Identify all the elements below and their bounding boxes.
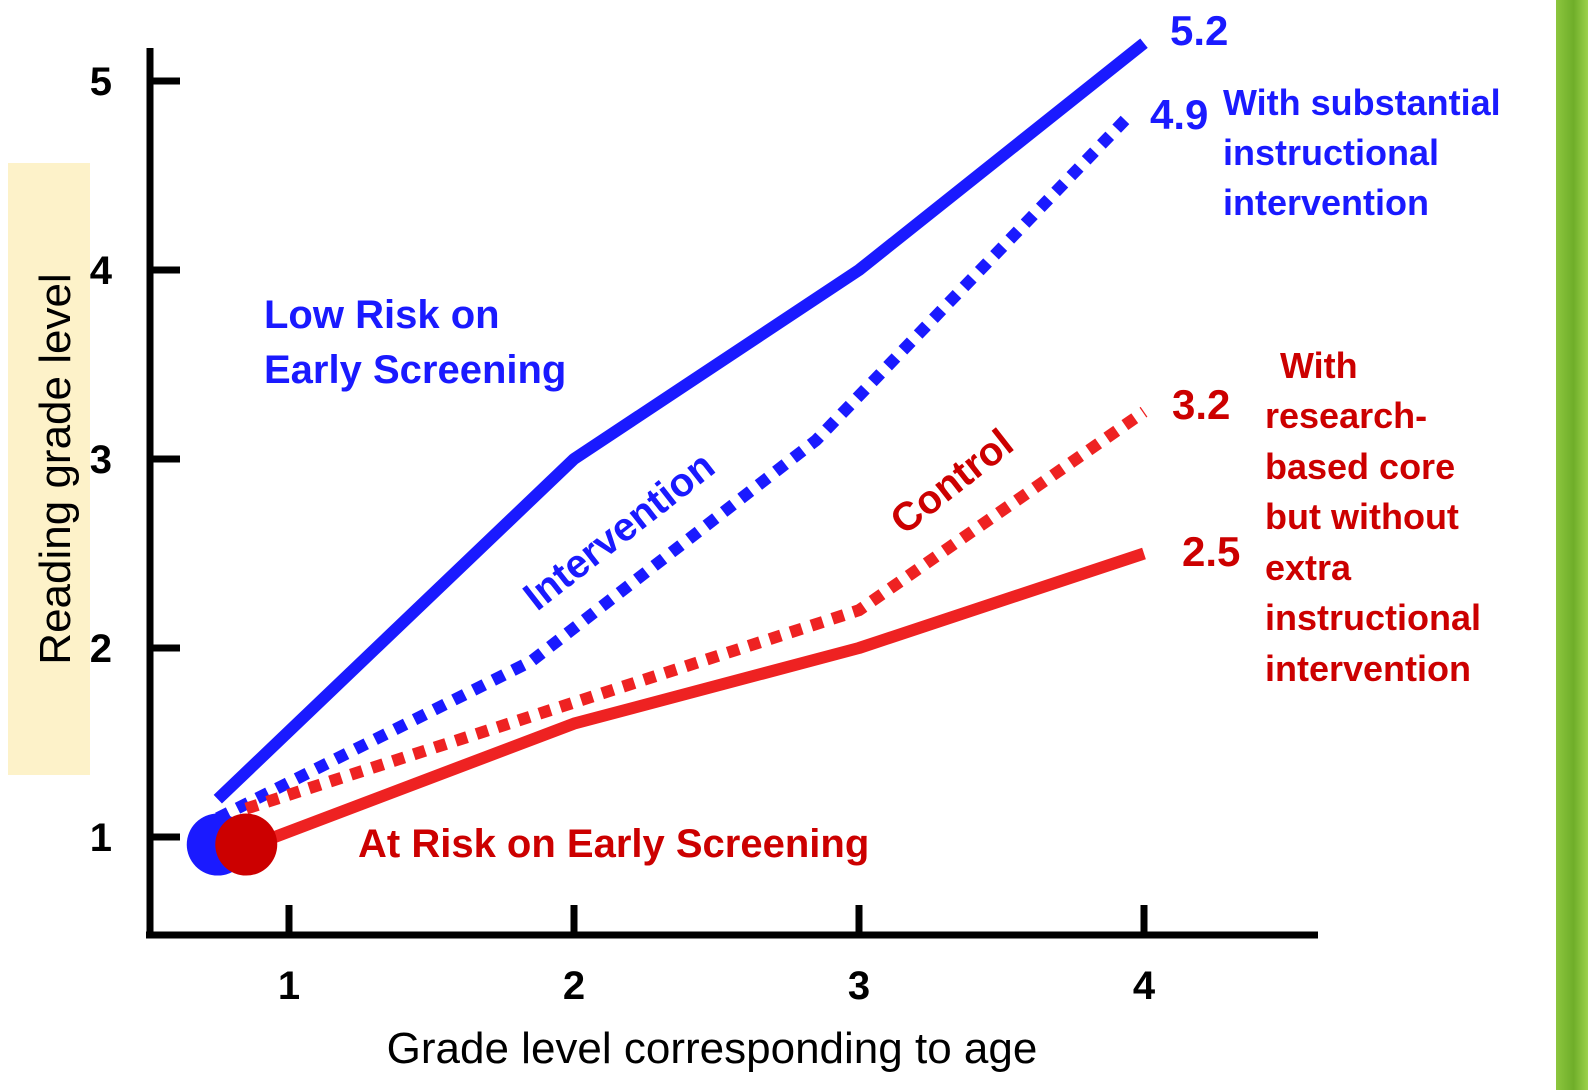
research-note-line-1: With <box>1280 345 1358 386</box>
control-label: Control <box>882 421 1021 543</box>
research-note-line-7: intervention <box>1265 648 1471 689</box>
y-tick-label: 3 <box>90 438 112 482</box>
y-tick-label: 4 <box>90 249 113 293</box>
x-tick-label: 4 <box>1133 964 1156 1008</box>
decorative-side-stripe <box>1556 0 1588 1090</box>
y-tick-label: 5 <box>90 60 112 104</box>
at-risk-label: At Risk on Early Screening <box>358 822 869 866</box>
y-axis-title: Reading grade level <box>31 273 80 664</box>
substantial-note-line-1: With substantial <box>1223 82 1501 123</box>
series-line-at-risk <box>272 547 1146 843</box>
research-note-line-5: extra <box>1265 547 1352 588</box>
x-axis-title: Grade level corresponding to age <box>387 1024 1038 1073</box>
x-axis-ticks: 1 2 3 4 <box>278 905 1156 1008</box>
research-note-line-4: but without <box>1265 496 1459 537</box>
series-line-intervention <box>215 110 1135 824</box>
series-line-control <box>244 406 1148 815</box>
y-tick-label: 1 <box>90 816 112 860</box>
low-risk-label-line-1: Low Risk on <box>264 293 500 337</box>
start-point-marker <box>215 813 278 876</box>
start-points <box>186 813 278 876</box>
y-tick-label: 2 <box>90 627 112 671</box>
end-value-intervention: 4.9 <box>1150 91 1208 138</box>
research-note-line-6: instructional <box>1265 597 1481 638</box>
x-tick-label: 1 <box>278 964 300 1008</box>
series-lines <box>213 38 1148 843</box>
end-value-at-risk: 2.5 <box>1182 528 1240 575</box>
end-value-low-risk: 5.2 <box>1170 7 1228 54</box>
low-risk-label-line-2: Early Screening <box>264 348 566 392</box>
series-line-low-risk <box>213 38 1148 804</box>
x-tick-label: 3 <box>848 964 870 1008</box>
substantial-note-line-3: intervention <box>1223 182 1429 223</box>
substantial-note-line-2: instructional <box>1223 132 1439 173</box>
research-note-line-3: based core <box>1265 446 1455 487</box>
research-note-line-2: research- <box>1265 395 1427 436</box>
x-tick-label: 2 <box>563 964 585 1008</box>
end-value-control: 3.2 <box>1172 381 1230 428</box>
y-axis-ticks: 1 2 3 4 5 <box>90 60 180 860</box>
y-axis-label-highlight <box>8 163 90 775</box>
